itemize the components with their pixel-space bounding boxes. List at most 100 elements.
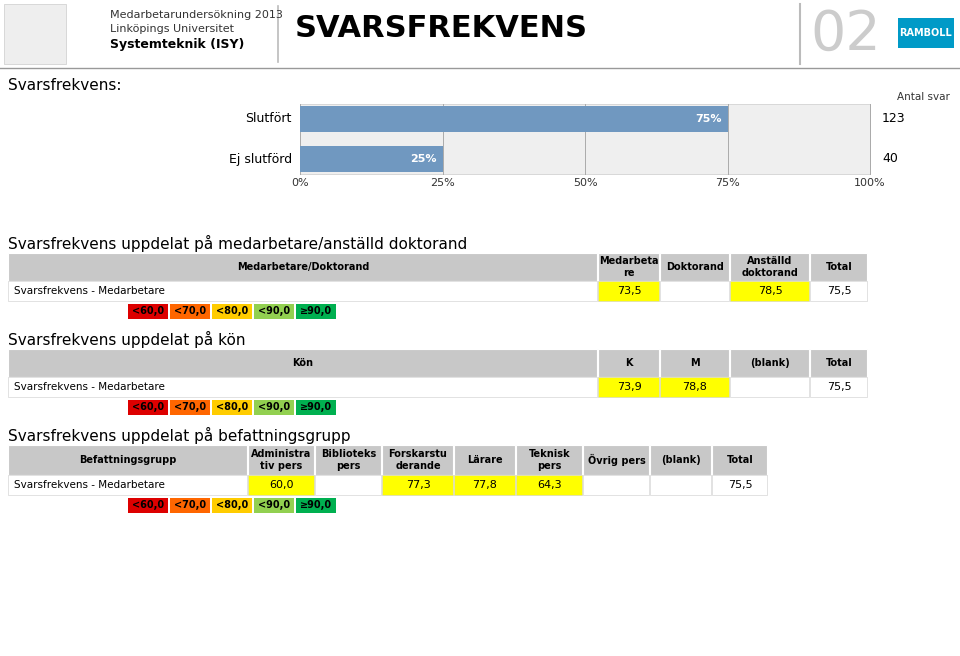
Bar: [650, 445, 711, 475]
Text: ≥90,0: ≥90,0: [300, 403, 332, 413]
Bar: [382, 475, 453, 495]
Text: SVARSFREKVENS: SVARSFREKVENS: [295, 14, 588, 43]
Text: M: M: [690, 358, 700, 368]
Text: Medarbetarundersökning 2013: Medarbetarundersökning 2013: [110, 10, 283, 20]
Bar: [8, 475, 247, 495]
Bar: [598, 253, 659, 281]
Bar: [300, 104, 870, 174]
Text: Biblioteks
pers: Biblioteks pers: [321, 449, 376, 470]
Text: 60,0: 60,0: [269, 480, 294, 490]
Bar: [583, 445, 649, 475]
Text: Svarsfrekvens uppdelat på medarbetare/anställd doktorand: Svarsfrekvens uppdelat på medarbetare/an…: [8, 235, 468, 252]
Text: Övrig pers: Övrig pers: [588, 454, 645, 466]
Bar: [660, 253, 729, 281]
Text: 75%: 75%: [715, 178, 740, 188]
Text: 25%: 25%: [410, 154, 437, 164]
Bar: [296, 498, 336, 513]
Text: ≥90,0: ≥90,0: [300, 306, 332, 316]
Bar: [254, 304, 294, 319]
Text: <70,0: <70,0: [174, 306, 206, 316]
Text: <70,0: <70,0: [174, 501, 206, 510]
Text: Forskarstu
derande: Forskarstu derande: [389, 449, 447, 470]
Text: <60,0: <60,0: [132, 403, 164, 413]
Text: Medarbetare/Doktorand: Medarbetare/Doktorand: [237, 262, 370, 272]
Bar: [128, 400, 168, 415]
Bar: [712, 445, 767, 475]
Text: <60,0: <60,0: [132, 306, 164, 316]
Text: Doktorand: Doktorand: [666, 262, 724, 272]
Text: Svarsfrekvens:: Svarsfrekvens:: [8, 78, 122, 93]
Bar: [660, 281, 729, 301]
Text: <90,0: <90,0: [258, 306, 290, 316]
Bar: [730, 349, 809, 377]
Bar: [315, 475, 381, 495]
Bar: [382, 445, 453, 475]
Text: Svarsfrekvens uppdelat på kön: Svarsfrekvens uppdelat på kön: [8, 331, 246, 348]
Text: Total: Total: [826, 262, 852, 272]
Bar: [810, 281, 867, 301]
Text: <80,0: <80,0: [216, 306, 248, 316]
Text: ≥90,0: ≥90,0: [300, 501, 332, 510]
Bar: [128, 498, 168, 513]
Bar: [170, 498, 210, 513]
Text: <90,0: <90,0: [258, 501, 290, 510]
Text: Kön: Kön: [293, 358, 314, 368]
Text: Slutfört: Slutfört: [246, 112, 292, 125]
Bar: [898, 18, 954, 48]
Bar: [8, 281, 597, 301]
Text: (blank): (blank): [750, 358, 790, 368]
Text: <60,0: <60,0: [132, 501, 164, 510]
Bar: [660, 377, 729, 397]
Bar: [8, 349, 597, 377]
Text: 123: 123: [882, 112, 905, 125]
Text: 75,5: 75,5: [827, 382, 852, 392]
Text: <90,0: <90,0: [258, 403, 290, 413]
Bar: [454, 445, 515, 475]
Bar: [300, 146, 443, 172]
Bar: [598, 281, 659, 301]
Text: Befattningsgrupp: Befattningsgrupp: [80, 455, 177, 465]
Bar: [254, 498, 294, 513]
Text: Medarbeta
re: Medarbeta re: [599, 256, 659, 277]
Bar: [8, 445, 247, 475]
Bar: [128, 304, 168, 319]
Bar: [254, 400, 294, 415]
Bar: [810, 253, 867, 281]
Bar: [170, 304, 210, 319]
Bar: [516, 475, 582, 495]
Text: Total: Total: [727, 455, 754, 465]
Bar: [810, 349, 867, 377]
Bar: [248, 445, 314, 475]
Text: Total: Total: [826, 358, 852, 368]
Text: Lärare: Lärare: [468, 455, 503, 465]
Bar: [296, 400, 336, 415]
Bar: [170, 400, 210, 415]
Text: 64,3: 64,3: [538, 480, 562, 490]
Text: 25%: 25%: [430, 178, 455, 188]
Text: Svarsfrekvens - Medarbetare: Svarsfrekvens - Medarbetare: [14, 286, 165, 296]
Text: 0%: 0%: [291, 178, 309, 188]
Text: Linköpings Universitet: Linköpings Universitet: [110, 24, 234, 34]
Text: 100%: 100%: [854, 178, 886, 188]
Text: Teknisk
pers: Teknisk pers: [529, 449, 570, 470]
Text: Svarsfrekvens uppdelat på befattningsgrupp: Svarsfrekvens uppdelat på befattningsgru…: [8, 427, 350, 444]
Bar: [212, 400, 252, 415]
Bar: [315, 445, 381, 475]
Bar: [8, 377, 597, 397]
Text: K: K: [625, 358, 633, 368]
Bar: [810, 377, 867, 397]
Bar: [248, 475, 314, 495]
Text: Ej slutförd: Ej slutförd: [228, 152, 292, 165]
Text: Antal svar: Antal svar: [898, 92, 950, 102]
Text: (blank): (blank): [661, 455, 701, 465]
Bar: [730, 253, 809, 281]
Text: 75,5: 75,5: [827, 286, 852, 296]
Bar: [650, 475, 711, 495]
Bar: [660, 349, 729, 377]
Text: 78,5: 78,5: [757, 286, 782, 296]
Text: Administra
tiv pers: Administra tiv pers: [252, 449, 312, 470]
Text: RAMBOLL: RAMBOLL: [900, 28, 952, 38]
Text: 75,5: 75,5: [728, 480, 753, 490]
Text: Anställd
doktorand: Anställd doktorand: [741, 256, 799, 277]
Text: 50%: 50%: [573, 178, 597, 188]
